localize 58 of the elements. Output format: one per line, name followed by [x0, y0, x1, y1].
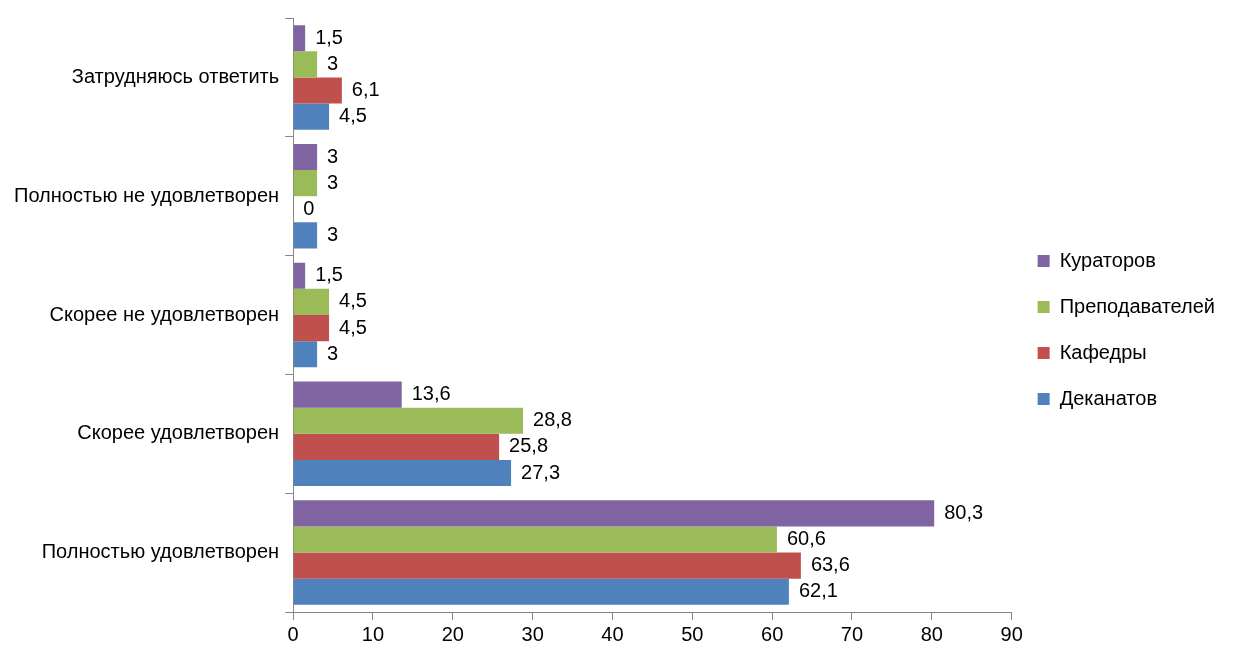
x-tick-label: 40 — [601, 622, 624, 645]
bar — [293, 526, 777, 553]
data-label: 4,5 — [339, 104, 367, 127]
legend-label: Кураторов — [1059, 248, 1156, 271]
x-tick-label: 30 — [521, 622, 544, 645]
data-label: 3 — [327, 144, 339, 167]
bar — [293, 51, 318, 78]
bar — [293, 578, 789, 605]
bar — [293, 262, 306, 289]
x-tick-label: 10 — [361, 622, 385, 645]
bar — [293, 407, 524, 434]
bar — [293, 459, 512, 487]
bar — [293, 433, 500, 460]
x-tick-label: 0 — [287, 622, 299, 645]
data-label: 0 — [303, 196, 315, 219]
data-label: 63,6 — [810, 553, 850, 576]
legend-label: Кафедры — [1059, 340, 1147, 363]
data-label: 62,1 — [798, 579, 838, 602]
data-label: 4,5 — [339, 289, 367, 312]
bar — [293, 288, 330, 315]
bar — [293, 170, 318, 197]
legend-label: Преподавателей — [1059, 294, 1215, 317]
x-tick-label: 20 — [441, 622, 464, 645]
bar — [293, 103, 330, 130]
bar — [293, 500, 935, 527]
data-label: 3 — [327, 222, 339, 245]
data-label: 60,6 — [786, 527, 826, 550]
x-tick-label: 50 — [681, 622, 704, 645]
y-tick-label: Затрудняюсь ответить — [71, 64, 280, 87]
data-label: 28,8 — [533, 408, 573, 431]
x-tick-label: 70 — [840, 622, 864, 645]
legend-label: Деканатов — [1059, 386, 1158, 409]
data-label: 3 — [327, 51, 339, 74]
bar — [293, 222, 318, 249]
y-tick-label: Скорее удовлетворен — [77, 421, 280, 444]
x-tick-label: 90 — [1000, 622, 1023, 645]
y-tick-label: Полностью удовлетворен — [41, 540, 280, 563]
x-tick-label: 60 — [761, 622, 784, 645]
data-label: 3 — [327, 341, 339, 364]
bar — [293, 381, 402, 408]
x-tick-label: 80 — [920, 622, 943, 645]
data-label: 1,5 — [315, 263, 343, 286]
data-label: 4,5 — [339, 315, 367, 338]
bar — [293, 25, 306, 52]
data-label: 6,1 — [351, 77, 380, 100]
bar — [293, 315, 330, 342]
bar — [293, 552, 801, 579]
y-tick-label: Скорее не удовлетворен — [49, 302, 280, 325]
data-label: 13,6 — [411, 382, 451, 405]
data-label: 3 — [327, 170, 339, 193]
bar — [293, 77, 342, 104]
data-label: 1,5 — [315, 25, 343, 48]
bar — [293, 143, 318, 171]
bar — [293, 341, 318, 368]
data-label: 27,3 — [521, 460, 561, 483]
y-tick-label: Полностью не удовлетворен — [14, 183, 280, 206]
data-label: 25,8 — [509, 434, 549, 457]
data-label: 80,3 — [944, 500, 984, 523]
